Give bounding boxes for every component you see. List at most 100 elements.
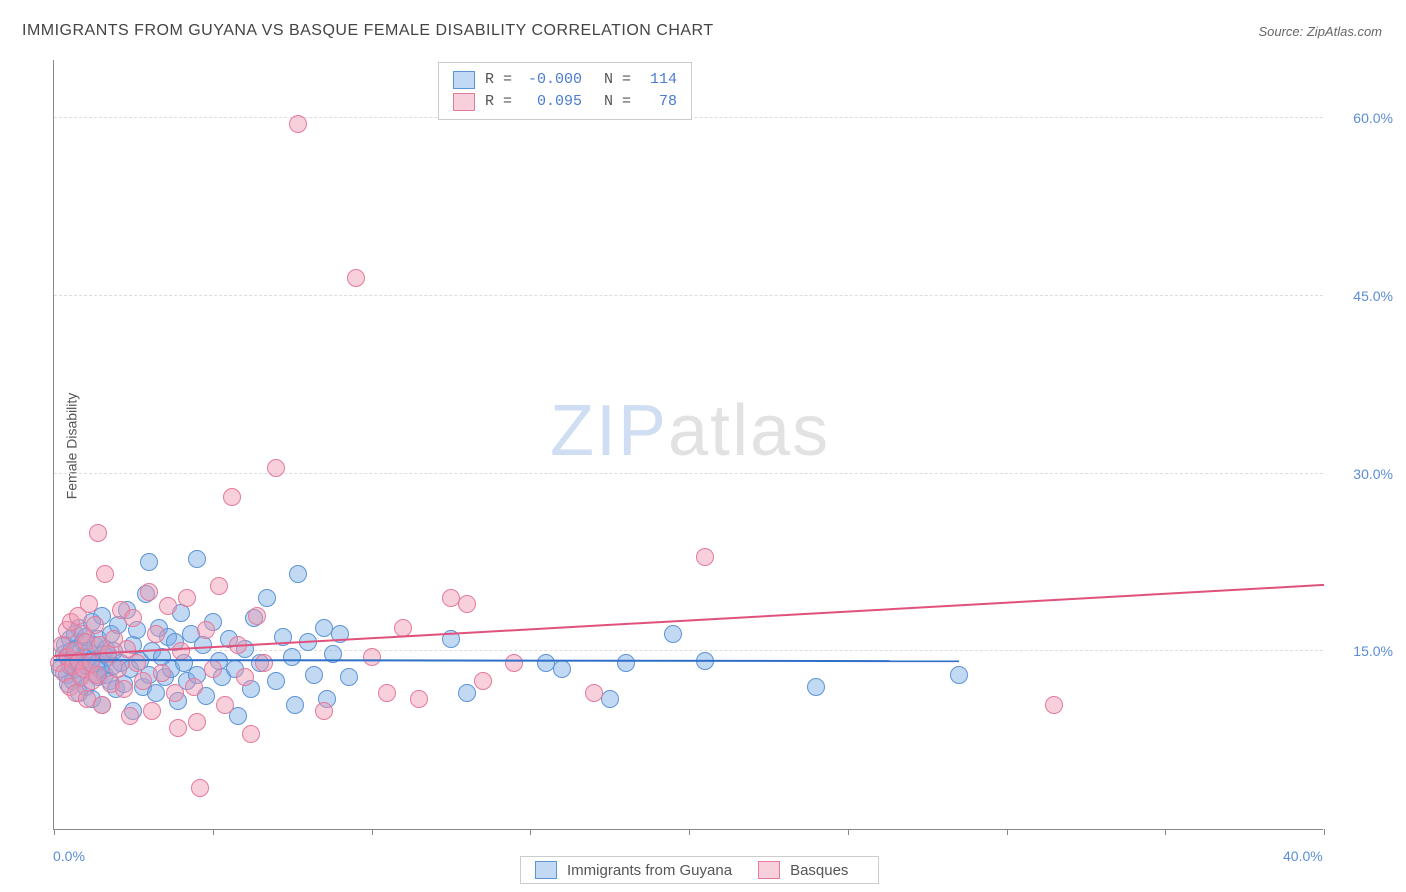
scatter-point xyxy=(363,648,381,666)
scatter-point xyxy=(134,672,152,690)
x-tick xyxy=(213,829,214,835)
chart-title: IMMIGRANTS FROM GUYANA VS BASQUE FEMALE … xyxy=(22,22,714,40)
scatter-point xyxy=(378,684,396,702)
watermark-part1: ZIP xyxy=(550,391,668,471)
x-tick xyxy=(848,829,849,835)
x-tick xyxy=(1165,829,1166,835)
scatter-point xyxy=(204,660,222,678)
scatter-point xyxy=(242,725,260,743)
scatter-point xyxy=(315,702,333,720)
scatter-point xyxy=(93,696,111,714)
scatter-point xyxy=(347,269,365,287)
gridline xyxy=(54,473,1323,474)
legend-swatch xyxy=(453,71,475,89)
scatter-point xyxy=(553,660,571,678)
legend-row: R = 0.095 N = 78 xyxy=(453,91,677,113)
scatter-point xyxy=(286,696,304,714)
y-tick-label: 15.0% xyxy=(1333,643,1393,659)
scatter-point xyxy=(172,642,190,660)
scatter-point xyxy=(140,553,158,571)
legend-swatch xyxy=(758,861,780,879)
scatter-point xyxy=(410,690,428,708)
scatter-point xyxy=(474,672,492,690)
y-tick-label: 45.0% xyxy=(1333,288,1393,304)
scatter-point xyxy=(585,684,603,702)
x-tick-label: 40.0% xyxy=(1283,848,1323,864)
legend-swatch xyxy=(535,861,557,879)
scatter-point xyxy=(283,648,301,666)
scatter-point xyxy=(197,621,215,639)
scatter-point xyxy=(188,713,206,731)
scatter-point xyxy=(191,779,209,797)
scatter-point xyxy=(188,550,206,568)
scatter-point xyxy=(143,702,161,720)
legend-n-label: N = xyxy=(604,91,631,113)
scatter-point xyxy=(121,707,139,725)
scatter-point xyxy=(289,565,307,583)
scatter-point xyxy=(115,680,133,698)
x-tick xyxy=(530,829,531,835)
y-tick-label: 30.0% xyxy=(1333,466,1393,482)
scatter-point xyxy=(153,664,171,682)
scatter-point xyxy=(124,609,142,627)
scatter-point xyxy=(140,583,158,601)
scatter-point xyxy=(236,668,254,686)
source-attribution: Source: ZipAtlas.com xyxy=(1258,24,1382,39)
scatter-point xyxy=(109,660,127,678)
scatter-point xyxy=(210,577,228,595)
series-legend: Immigrants from Guyana Basques xyxy=(520,856,879,884)
watermark-part2: atlas xyxy=(668,391,830,471)
scatter-point xyxy=(601,690,619,708)
legend-series-label: Basques xyxy=(790,862,848,879)
scatter-point xyxy=(166,684,184,702)
scatter-point xyxy=(340,668,358,686)
scatter-point xyxy=(89,524,107,542)
x-tick xyxy=(689,829,690,835)
scatter-point xyxy=(617,654,635,672)
scatter-point xyxy=(159,597,177,615)
scatter-point xyxy=(86,616,104,634)
scatter-point xyxy=(807,678,825,696)
scatter-point xyxy=(80,595,98,613)
legend-r-label: R = xyxy=(485,69,512,91)
x-tick xyxy=(54,829,55,835)
scatter-point xyxy=(147,625,165,643)
y-tick-label: 60.0% xyxy=(1333,110,1393,126)
legend-n-value: 78 xyxy=(641,91,677,113)
scatter-point xyxy=(664,625,682,643)
scatter-point xyxy=(950,666,968,684)
x-tick-label: 0.0% xyxy=(53,848,85,864)
scatter-point xyxy=(216,696,234,714)
scatter-point xyxy=(458,595,476,613)
scatter-point xyxy=(267,459,285,477)
scatter-point xyxy=(96,565,114,583)
scatter-point xyxy=(178,589,196,607)
legend-n-value: 114 xyxy=(641,69,677,91)
x-tick xyxy=(372,829,373,835)
legend-row: R = -0.000 N = 114 xyxy=(453,69,677,91)
scatter-point xyxy=(255,654,273,672)
legend-r-label: R = xyxy=(485,91,512,113)
legend-n-label: N = xyxy=(604,69,631,91)
legend-series-label: Immigrants from Guyana xyxy=(567,862,732,879)
scatter-point xyxy=(267,672,285,690)
scatter-point xyxy=(394,619,412,637)
x-tick xyxy=(1324,829,1325,835)
x-tick xyxy=(1007,829,1008,835)
scatter-point xyxy=(1045,696,1063,714)
scatter-point xyxy=(305,666,323,684)
scatter-point xyxy=(289,115,307,133)
scatter-point xyxy=(258,589,276,607)
gridline xyxy=(54,295,1323,296)
legend-r-value: -0.000 xyxy=(522,69,582,91)
scatter-point xyxy=(185,678,203,696)
scatter-point xyxy=(458,684,476,702)
scatter-point xyxy=(696,548,714,566)
scatter-point xyxy=(248,607,266,625)
correlation-legend: R = -0.000 N = 114 R = 0.095 N = 78 xyxy=(438,62,692,120)
scatter-point xyxy=(223,488,241,506)
watermark: ZIPatlas xyxy=(550,390,830,472)
legend-r-value: 0.095 xyxy=(522,91,582,113)
legend-swatch xyxy=(453,93,475,111)
scatter-point xyxy=(505,654,523,672)
